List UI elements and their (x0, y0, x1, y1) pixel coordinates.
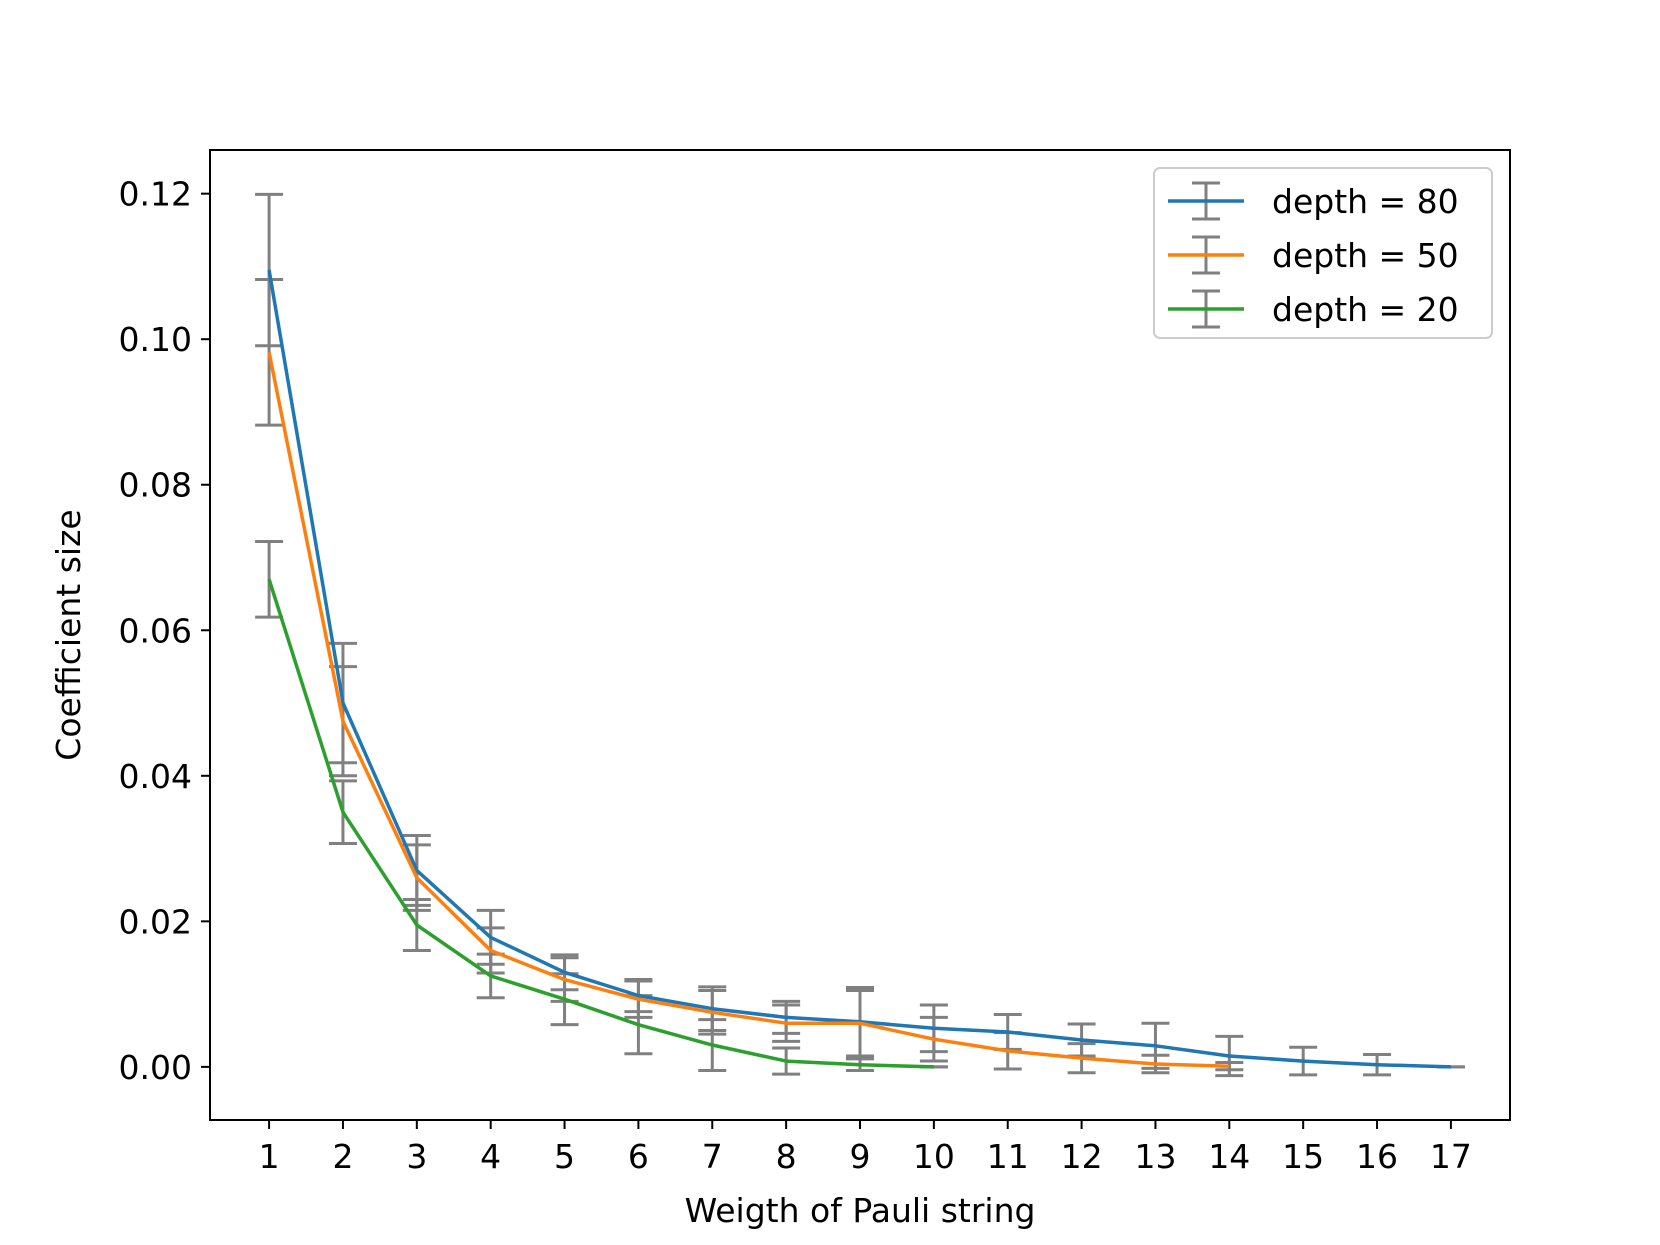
x-axis-label: Weigth of Pauli string (685, 1191, 1036, 1230)
y-tick-label: 0.12 (119, 175, 192, 214)
x-tick-label: 4 (480, 1137, 501, 1176)
x-tick-label: 10 (913, 1137, 955, 1176)
y-axis-ticks: 0.00 0.02 0.04 0.06 0.08 0.10 0.12 (119, 175, 210, 1087)
x-tick-label: 11 (987, 1137, 1029, 1176)
y-tick-label: 0.04 (119, 757, 192, 796)
y-tick-label: 0.02 (119, 902, 192, 941)
x-tick-label: 6 (628, 1137, 649, 1176)
legend-label: depth = 80 (1272, 182, 1459, 221)
x-tick-label: 1 (259, 1137, 280, 1176)
legend-label: depth = 20 (1272, 290, 1459, 329)
y-tick-label: 0.08 (119, 466, 192, 505)
x-tick-label: 13 (1134, 1137, 1176, 1176)
series-line-3 (267, 578, 934, 1069)
y-tick-label: 0.10 (119, 320, 192, 359)
x-tick-label: 5 (554, 1137, 575, 1176)
legend-label: depth = 50 (1272, 236, 1459, 275)
x-axis-ticks: 1 2 3 4 5 6 7 8 9 10 11 12 13 14 15 16 17 (259, 1120, 1472, 1176)
y-tick-label: 0.00 (119, 1048, 192, 1087)
y-axis-label: Coefficient size (49, 509, 88, 760)
x-tick-label: 7 (702, 1137, 723, 1176)
x-tick-label: 9 (850, 1137, 871, 1176)
x-tick-label: 2 (332, 1137, 353, 1176)
x-tick-label: 17 (1430, 1137, 1472, 1176)
plot-content (255, 192, 1465, 1078)
y-tick-label: 0.06 (119, 611, 192, 650)
x-tick-label: 16 (1356, 1137, 1398, 1176)
legend-box (1153, 167, 1493, 339)
x-tick-label: 15 (1282, 1137, 1324, 1176)
axes-frame (209, 149, 1511, 1121)
x-tick-label: 8 (776, 1137, 797, 1176)
x-tick-label: 14 (1208, 1137, 1250, 1176)
x-tick-label: 12 (1061, 1137, 1103, 1176)
x-tick-label: 3 (406, 1137, 427, 1176)
series-line-2 (267, 351, 1230, 1068)
legend: depth = 80 depth = 50 depth = 20 (1153, 167, 1493, 339)
